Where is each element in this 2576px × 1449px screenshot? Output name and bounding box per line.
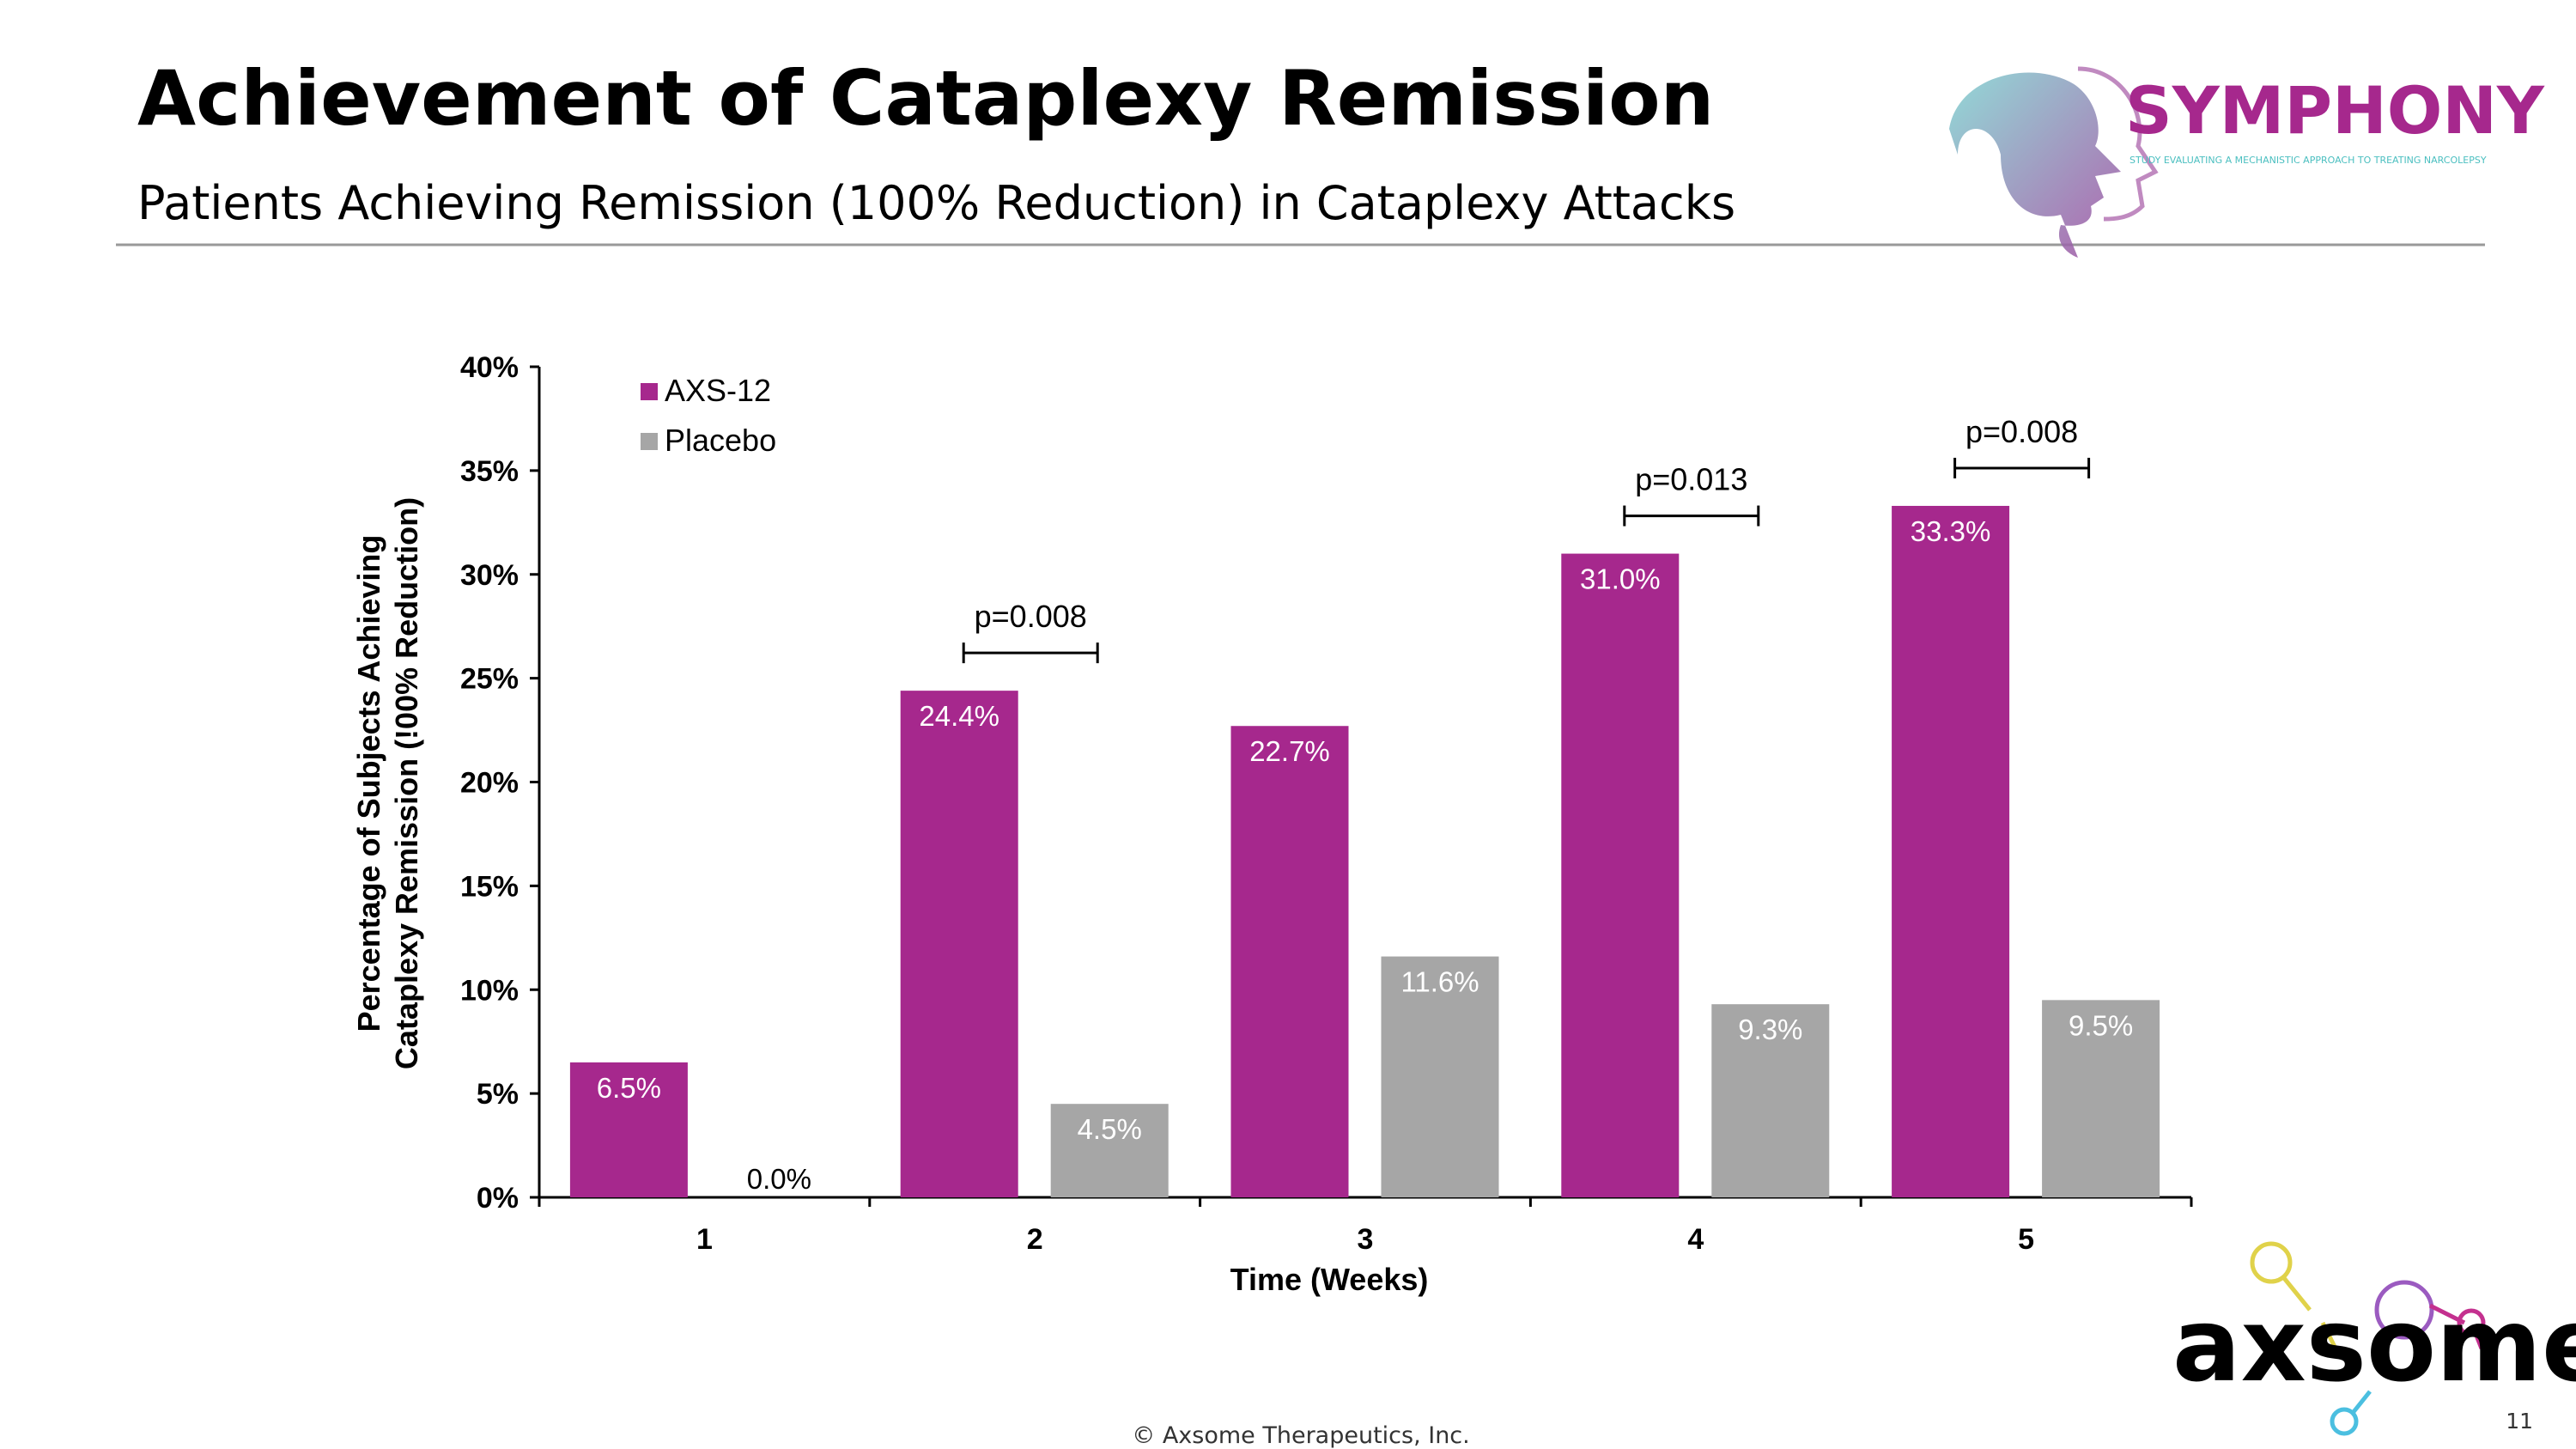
bar: [1381, 956, 1499, 1197]
logo-name: SYMPHONY: [2125, 72, 2545, 149]
x-tick-label: 5: [2018, 1223, 2034, 1256]
copyright: © Axsome Therapeutics, Inc.: [1132, 1422, 1470, 1449]
chart: 0% 5% 10% 15% 20% 25% 30% 35% 40% Percentage of S…: [351, 351, 2193, 1297]
bar: [900, 691, 1018, 1197]
y-tick-label: 0%: [477, 1182, 519, 1215]
p-value: p=0.008: [1965, 414, 2078, 449]
value-label: 24.4%: [919, 700, 999, 732]
value-label: 11.6%: [1400, 966, 1479, 998]
bar: [569, 1062, 688, 1197]
value-label: 6.5%: [597, 1072, 661, 1104]
bar: [1230, 726, 1349, 1197]
brand: axsome: [2172, 1286, 2576, 1404]
symphony-logo: SYMPHONY STUDY EVALUATING A MECHANISTIC …: [1949, 66, 2545, 258]
bar: [1561, 553, 1680, 1197]
page-number: 11: [2506, 1409, 2533, 1434]
y-axis-title: Percentage of Subjects AchievingCataplex…: [351, 497, 424, 1069]
y-tick-label: 40%: [460, 351, 519, 384]
value-label: 22.7%: [1249, 735, 1330, 767]
bar: [1050, 1104, 1169, 1197]
y-tick-label: 20%: [460, 767, 519, 800]
legend-label: Placebo: [665, 423, 776, 458]
bar: [1892, 505, 2010, 1197]
bar: [1711, 1004, 1830, 1197]
y-tick-label: 15%: [460, 870, 519, 903]
value-label: 31.0%: [1580, 563, 1661, 595]
value-label: 9.3%: [1738, 1014, 1802, 1045]
x-tick-label: 2: [1027, 1223, 1043, 1256]
y-tick-label: 25%: [460, 663, 519, 696]
legend-label: AXS-12: [665, 373, 771, 408]
x-tick-label: 1: [696, 1223, 713, 1256]
p-value: p=0.008: [975, 599, 1087, 634]
value-label: 33.3%: [1911, 515, 1991, 547]
y-tick-label: 35%: [460, 455, 519, 488]
y-axis-title-line: Percentage of Subjects Achieving: [351, 535, 386, 1032]
slide-title: Achievement of Cataplexy Remission: [137, 54, 1714, 143]
legend-swatch: [641, 383, 658, 400]
p-value: p=0.013: [1635, 462, 1747, 497]
x-tick-label: 3: [1358, 1223, 1374, 1256]
y-tick-label: 10%: [460, 974, 519, 1007]
value-label: 4.5%: [1078, 1113, 1142, 1145]
slide-subtitle: Patients Achieving Remission (100% Reduc…: [137, 176, 1735, 230]
axsome-logo: [2250, 1241, 2486, 1436]
logo-tagline: STUDY EVALUATING A MECHANISTIC APPROACH …: [2129, 155, 2487, 166]
legend-swatch: [641, 433, 658, 450]
value-label: 9.5%: [2069, 1009, 2133, 1041]
y-tick-label: 5%: [477, 1078, 519, 1111]
y-axis-title-line: Cataplexy Remission (!00% Reduction): [389, 497, 424, 1069]
value-label: 0.0%: [747, 1163, 811, 1195]
bar: [2042, 1000, 2160, 1197]
x-axis-title: Time (Weeks): [1230, 1262, 1429, 1297]
y-tick-label: 30%: [460, 559, 519, 592]
x-tick-label: 4: [1687, 1223, 1704, 1256]
